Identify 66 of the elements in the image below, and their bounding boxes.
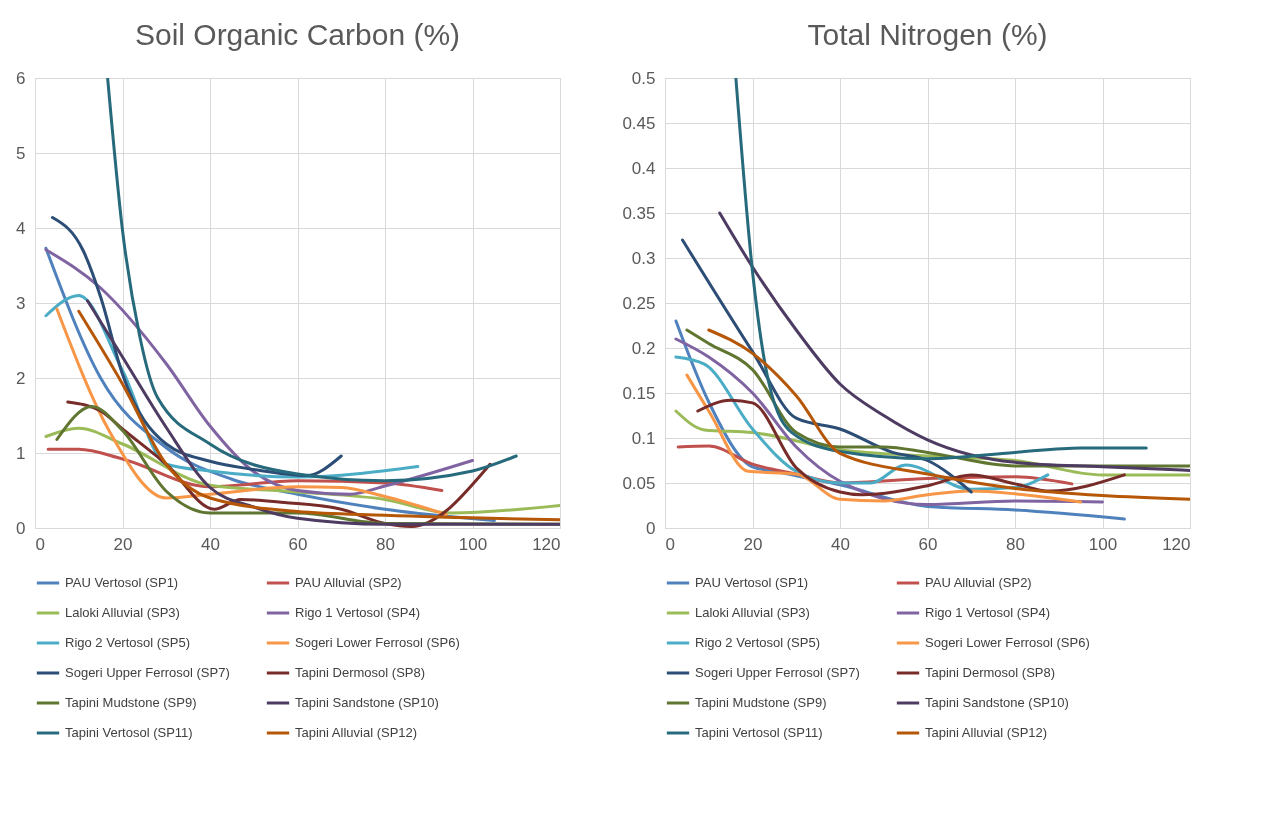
y-tick-label: 1	[16, 443, 26, 463]
x-tick-label: 100	[1088, 534, 1118, 554]
line-series	[696, 398, 1126, 497]
legend-label: Tapini Alluvial (SP12)	[295, 725, 418, 740]
y-tick-label: 0.2	[631, 338, 656, 358]
y-tick-label: 2	[16, 368, 26, 388]
x-tick-label: 40	[831, 534, 850, 554]
x-tick-label: 80	[376, 534, 395, 554]
legend-label: Tapini Vertosol (SP11)	[65, 725, 193, 740]
legend-label: Tapini Dermosol (SP8)	[295, 665, 426, 680]
chart-title: Soil Organic Carbon (%)	[134, 18, 461, 51]
legend-label: Tapini Mudstone (SP9)	[65, 695, 197, 710]
legend-label: Tapini Vertosol (SP11)	[695, 725, 823, 740]
x-tick-label: 120	[532, 534, 561, 554]
y-tick-label: 0.35	[622, 203, 656, 223]
x-tick-label: 60	[288, 534, 308, 554]
y-tick-label: 0.3	[631, 248, 656, 268]
legend-label: Rigo 2 Vertosol (SP5)	[65, 635, 191, 650]
chart-title: Total Nitrogen (%)	[807, 18, 1048, 51]
legend-label: PAU Vertosol (SP1)	[65, 575, 179, 590]
legend-label: Rigo 1 Vertosol (SP4)	[295, 605, 421, 620]
legend-label: Sogeri Upper Ferrosol (SP7)	[695, 665, 860, 680]
legend-label: Tapini Dermosol (SP8)	[925, 665, 1056, 680]
legend-label: Rigo 1 Vertosol (SP4)	[925, 605, 1051, 620]
legend-label: Laloki Alluvial (SP3)	[65, 605, 180, 620]
x-tick-label: 20	[113, 534, 133, 554]
line-series	[55, 307, 448, 516]
legend-label: Sogeri Upper Ferrosol (SP7)	[65, 665, 230, 680]
line-series	[707, 328, 1190, 501]
y-tick-label: 0.05	[622, 473, 656, 493]
legend-label: Laloki Alluvial (SP3)	[695, 605, 810, 620]
line-series	[685, 373, 1083, 504]
x-tick-label: 80	[1006, 534, 1025, 554]
y-tick-label: 0	[16, 518, 26, 538]
legend-label: Sogeri Lower Ferrosol (SP6)	[295, 635, 460, 650]
y-tick-label: 0	[646, 518, 656, 538]
x-tick-label: 120	[1162, 534, 1191, 554]
x-tick-label: 0	[35, 534, 45, 554]
legend-label: Rigo 2 Vertosol (SP5)	[695, 635, 821, 650]
y-tick-label: 0.5	[631, 68, 656, 88]
y-tick-label: 0.25	[622, 293, 656, 313]
legend-label: Tapini Alluvial (SP12)	[925, 725, 1048, 740]
x-tick-label: 40	[201, 534, 220, 554]
legend-label: Tapini Sandstone (SP10)	[295, 695, 439, 710]
legend-label: PAU Alluvial (SP2)	[925, 575, 1032, 590]
x-tick-label: 20	[743, 534, 763, 554]
y-tick-label: 0.15	[622, 383, 656, 403]
line-series	[106, 78, 518, 483]
x-tick-label: 0	[665, 534, 675, 554]
y-tick-label: 0.4	[631, 158, 656, 178]
y-tick-label: 0.45	[622, 113, 656, 133]
y-tick-label: 3	[16, 293, 26, 313]
legend-label: PAU Vertosol (SP1)	[695, 575, 809, 590]
x-tick-label: 100	[458, 534, 488, 554]
line-series	[674, 337, 1104, 507]
legend-label: PAU Alluvial (SP2)	[295, 575, 402, 590]
line-series	[734, 78, 1148, 461]
line-series	[718, 211, 1190, 472]
legend-label: Tapini Mudstone (SP9)	[695, 695, 827, 710]
y-tick-label: 6	[16, 68, 26, 88]
y-tick-label: 4	[16, 218, 26, 238]
legend-label: Sogeri Lower Ferrosol (SP6)	[925, 635, 1090, 650]
x-tick-label: 60	[918, 534, 938, 554]
legend-label: Tapini Sandstone (SP10)	[925, 695, 1069, 710]
y-tick-label: 5	[16, 143, 26, 163]
y-tick-label: 0.1	[631, 428, 656, 448]
